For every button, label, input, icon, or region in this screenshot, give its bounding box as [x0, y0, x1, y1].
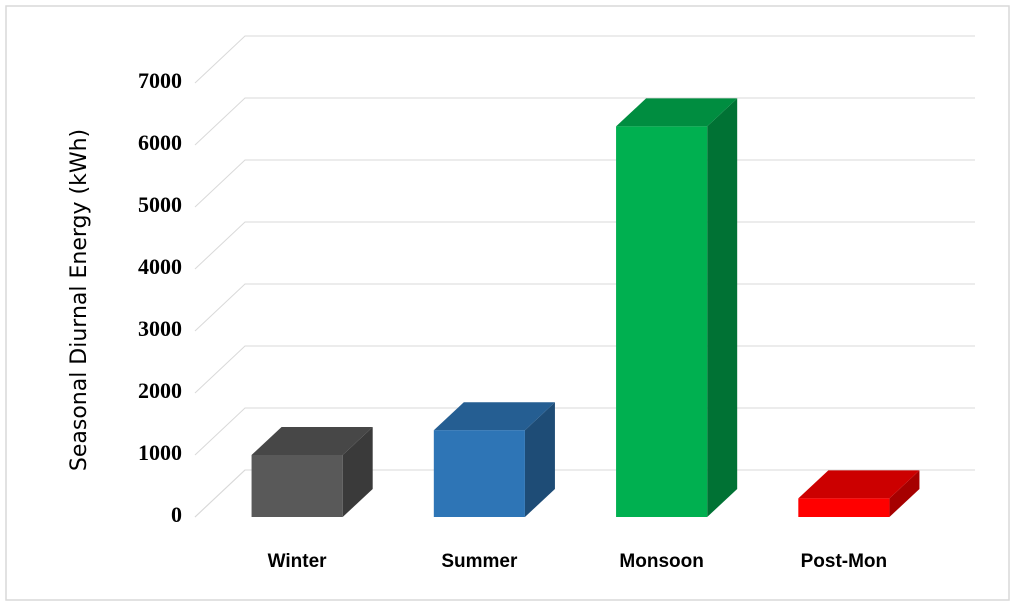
y-tick-label: 6000: [138, 130, 182, 155]
y-tick-label: 4000: [138, 254, 182, 279]
y-tick-label: 2000: [138, 378, 182, 403]
bar: [798, 498, 890, 517]
bar-top: [433, 402, 555, 431]
y-tick-label: 0: [171, 502, 182, 527]
grid-line: [194, 97, 975, 146]
bar-side: [889, 470, 920, 517]
x-tick-label: Winter: [268, 551, 328, 572]
grid-line: [194, 35, 975, 84]
x-tick-label: Summer: [441, 551, 518, 572]
bar-side: [524, 402, 555, 517]
y-tick-label: 5000: [138, 192, 182, 217]
bar-side: [342, 427, 373, 517]
y-tick-label: 7000: [138, 68, 182, 93]
bar: [433, 430, 525, 517]
y-tick-label: 3000: [138, 316, 182, 341]
x-tick-label: Monsoon: [619, 551, 703, 572]
bar-top: [616, 98, 738, 127]
x-tick-label: Post-Mon: [801, 551, 888, 572]
bar-top: [798, 470, 920, 499]
bar: [251, 455, 343, 517]
bar: [616, 126, 708, 518]
y-axis-label: Seasonal Diurnal Energy (kWh): [67, 129, 92, 471]
y-tick-label: 1000: [138, 440, 182, 465]
bar-top: [251, 427, 373, 455]
bar-side: [707, 98, 738, 518]
